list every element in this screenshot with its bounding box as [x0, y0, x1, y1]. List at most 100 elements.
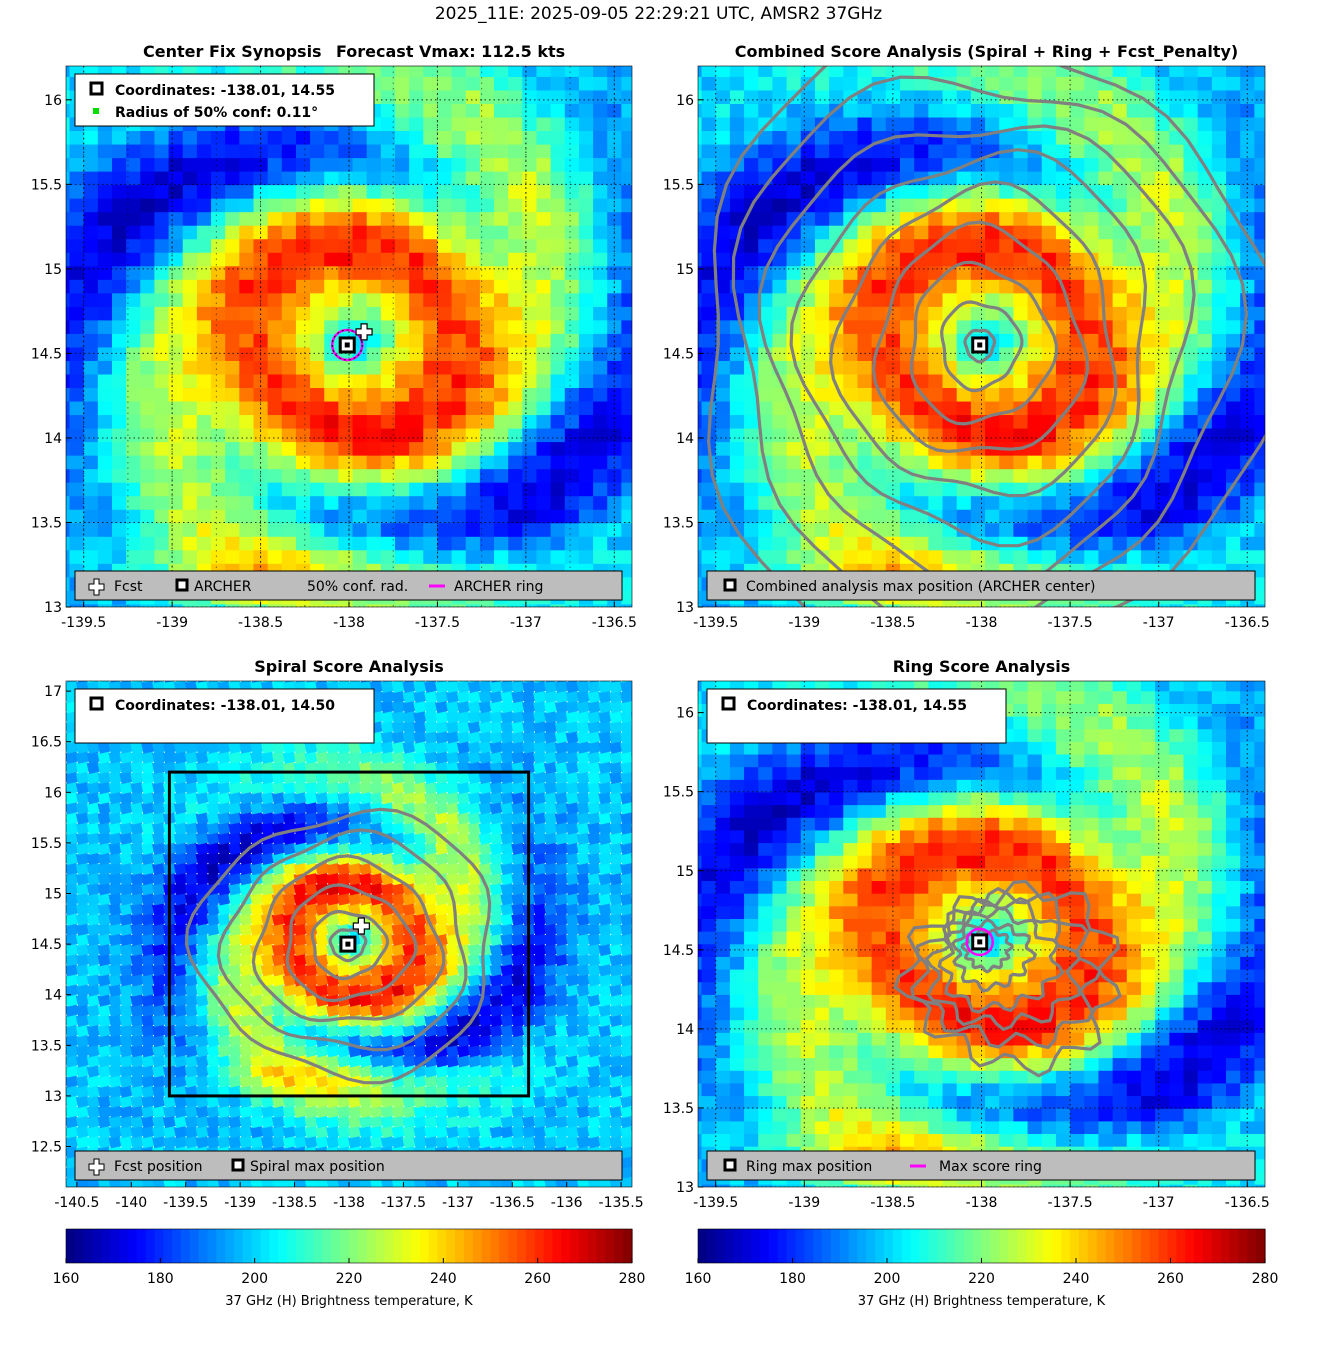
coordinates-marker-icon — [89, 696, 104, 711]
colorbar-tick-label: 240 — [430, 1271, 457, 1287]
contour-line — [937, 906, 1065, 1014]
contour-line — [184, 807, 492, 1085]
x-tick-label: -138 — [966, 615, 998, 631]
info-line: Coordinates: -138.01, 14.55 — [747, 698, 967, 714]
colorbar-tick-label: 260 — [524, 1271, 551, 1287]
x-tick-label: -138 — [333, 615, 365, 631]
heatmap-synopsis — [66, 66, 632, 607]
colorbar-tick-label: 220 — [968, 1271, 995, 1287]
archer-legend-icon — [723, 578, 737, 592]
panel-spiral: Coordinates: -138.01, 14.50 Fcst position… — [31, 657, 644, 1211]
y-tick-label: 16 — [44, 785, 62, 801]
ticks-spiral: -140.5 -140 -139.5 -139 -138.5 -138 -137.5 -137… — [31, 684, 644, 1211]
info-box-synopsis: Coordinates: -138.01, 14.55 Radius of 50%… — [74, 73, 375, 127]
y-tick-label: 14.5 — [663, 943, 694, 959]
legend-label: Combined analysis max position (ARCHER c… — [746, 579, 1095, 595]
archer-ring — [965, 927, 994, 957]
x-tick-label: -136.5 — [1225, 1195, 1270, 1211]
info-box-spiral: Coordinates: -138.01, 14.50 — [74, 688, 375, 744]
legend-label: ARCHER ring — [454, 579, 543, 595]
colorbar-tick-label: 160 — [685, 1271, 712, 1287]
y-tick-label: 14 — [676, 431, 694, 447]
contour-line — [940, 300, 1024, 393]
y-tick-label: 13 — [676, 600, 694, 616]
x-tick-label: -140 — [115, 1195, 147, 1211]
x-tick-label: -138 — [333, 1195, 365, 1211]
y-tick-label: 14.5 — [31, 346, 62, 362]
contours-ring — [893, 879, 1122, 1078]
fcst-marker — [352, 917, 370, 935]
colorbar-tick-label: 160 — [53, 1271, 80, 1287]
contour-line — [731, 75, 1249, 607]
info-line: Coordinates: -138.01, 14.50 — [115, 698, 335, 714]
x-tick-label: -136.5 — [490, 1195, 535, 1211]
contour-line — [963, 328, 997, 364]
plot-area-synopsis — [66, 66, 632, 607]
contours-spiral — [184, 807, 492, 1085]
x-tick-label: -138.5 — [870, 1195, 915, 1211]
conf-radius-circle — [331, 329, 363, 361]
y-tick-label: 16 — [44, 93, 62, 109]
panel-title: Ring Score Analysis — [893, 657, 1071, 676]
ticks-combined: -139.5 -139 -138.5 -138 -137.5 -137 -136.5 13 13… — [663, 93, 1270, 631]
x-tick-label: -139.5 — [693, 615, 738, 631]
contour-line — [924, 897, 1081, 1031]
colorbar-tick-label: 280 — [1252, 1271, 1279, 1287]
y-tick-label: 17 — [44, 684, 62, 700]
contour-line — [951, 918, 1037, 993]
y-tick-label: 14 — [44, 431, 62, 447]
legend-label: Fcst position — [114, 1159, 202, 1175]
panel-title: Center Fix Synopsis — [143, 42, 322, 61]
y-tick-label: 13.5 — [31, 515, 62, 531]
ticks-synopsis: -139.5 -139 -138.5 -138 -137.5 -137 -136.5 13 13… — [31, 93, 637, 631]
panel-title: Combined Score Analysis (Spiral + Ring +… — [735, 42, 1238, 61]
x-tick-label: -137.5 — [381, 1195, 426, 1211]
contour-line — [251, 854, 446, 1023]
colorbar-tick-label: 200 — [874, 1271, 901, 1287]
x-tick-label: -138.5 — [238, 615, 283, 631]
y-tick-label: 12.5 — [31, 1140, 62, 1156]
x-tick-label: -137 — [1143, 1195, 1175, 1211]
y-tick-label: 13 — [44, 600, 62, 616]
legend-synopsis: Fcst ARCHER 50% conf. rad. ARCHER ring — [74, 570, 623, 601]
x-tick-label: -136 — [551, 1195, 583, 1211]
contour-line — [909, 260, 1058, 426]
colorbar-tick-label: 280 — [619, 1271, 646, 1287]
contour-line — [910, 887, 1102, 1050]
fcst-marker — [355, 323, 373, 341]
colorbar-tick-label: 220 — [336, 1271, 363, 1287]
y-tick-label: 15.5 — [663, 785, 694, 801]
spiral-legend-icon — [231, 1158, 245, 1172]
y-tick-label: 16 — [676, 706, 694, 722]
panel-synopsis: Coordinates: -138.01, 14.55 Radius of 50%… — [31, 42, 637, 631]
contour-line — [829, 180, 1118, 498]
y-tick-label: 13 — [676, 1180, 694, 1196]
contours-combined — [707, 66, 1265, 607]
x-tick-label: -137 — [1143, 615, 1175, 631]
search-box — [167, 770, 531, 1098]
legend-label: Ring max position — [746, 1159, 872, 1175]
info-line: Radius of 50% conf: 0.11° — [115, 105, 318, 121]
legend-spiral: Fcst position Spiral max position — [74, 1150, 623, 1181]
heatmap-combined — [698, 66, 1265, 607]
y-tick-label: 15.5 — [31, 177, 62, 193]
x-tick-label: -139 — [156, 615, 188, 631]
legend-combined: Combined analysis max position (ARCHER c… — [706, 570, 1256, 601]
colorbar-tick-label: 180 — [147, 1271, 174, 1287]
x-tick-label: -139 — [224, 1195, 256, 1211]
x-tick-label: -137.5 — [1048, 1195, 1093, 1211]
panel-ring: Coordinates: -138.01, 14.55 Ring max posi… — [663, 657, 1270, 1211]
colorbar-right: 160 180 200 220 240 260 280 37 GHz (H) Brightne… — [685, 1228, 1279, 1309]
x-tick-label: -136.5 — [592, 615, 637, 631]
y-tick-label: 15 — [676, 864, 694, 880]
x-tick-label: -140.5 — [54, 1195, 99, 1211]
contour-line — [960, 928, 1014, 974]
archer-legend-icon — [175, 578, 189, 592]
x-tick-label: -136.5 — [1225, 615, 1270, 631]
y-tick-label: 13.5 — [31, 1038, 62, 1054]
colorbar-tick-label: 240 — [1063, 1271, 1090, 1287]
y-tick-label: 15.5 — [31, 836, 62, 852]
y-tick-label: 13.5 — [663, 1101, 694, 1117]
y-tick-label: 15.5 — [663, 177, 694, 193]
x-tick-label: -138.5 — [272, 1195, 317, 1211]
